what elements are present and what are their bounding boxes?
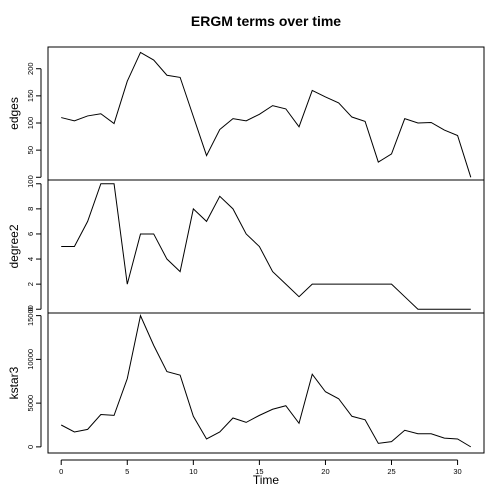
x-tick-label: 5	[125, 467, 129, 476]
panel-degree2: 0 2 4 6 8 10 degree2	[7, 179, 485, 314]
y-axis-label: kstar3	[7, 366, 21, 399]
series-line-kstar3	[60, 314, 472, 448]
y-axis-label: degree2	[7, 224, 21, 268]
panel-edges: 0 50 100 150 200 edges	[7, 46, 485, 181]
y-tick-label: 150	[26, 90, 35, 103]
x-tick-label: 15	[255, 467, 263, 476]
y-axis-label: edges	[7, 97, 21, 130]
y-tick-label: 15000	[26, 305, 35, 326]
x-tick-label: 30	[453, 467, 461, 476]
x-tick-label: 20	[321, 467, 329, 476]
panel-frame	[47, 179, 485, 314]
y-tick-label: 8	[26, 207, 35, 211]
y-tick-label: 10	[26, 180, 35, 188]
panel-kstar3: 0 5000 10000 15000 kstar3	[7, 305, 485, 454]
panel-frame	[47, 312, 485, 454]
y-tick-label: 2	[26, 282, 35, 286]
y-tick-label: 50	[26, 146, 35, 154]
x-axis-label: Time	[253, 473, 280, 487]
y-tick-label: 0	[26, 175, 35, 179]
x-tick-label: 10	[189, 467, 197, 476]
y-tick-label: 200	[26, 62, 35, 75]
y-tick-label: 10000	[26, 349, 35, 370]
x-axis: 0 5 10 15 20 25 30	[59, 459, 462, 476]
x-tick-label: 25	[387, 467, 395, 476]
chart-title: ERGM terms over time	[191, 13, 341, 29]
x-tick-label: 0	[59, 467, 63, 476]
y-tick-label: 0	[26, 445, 35, 449]
y-tick-label: 4	[26, 257, 35, 261]
panel-frame	[47, 46, 485, 181]
series-line-edges	[61, 51, 472, 178]
panels: 0 50 100 150 200 edges 0 2 4 6 8 10 degree2 0 5000 1000…	[7, 46, 485, 454]
y-tick-label: 0	[26, 307, 35, 311]
y-tick-label: 100	[26, 117, 35, 130]
series-line-degree2	[61, 183, 471, 310]
y-tick-label: 5000	[26, 395, 35, 412]
y-tick-label: 6	[26, 232, 35, 236]
